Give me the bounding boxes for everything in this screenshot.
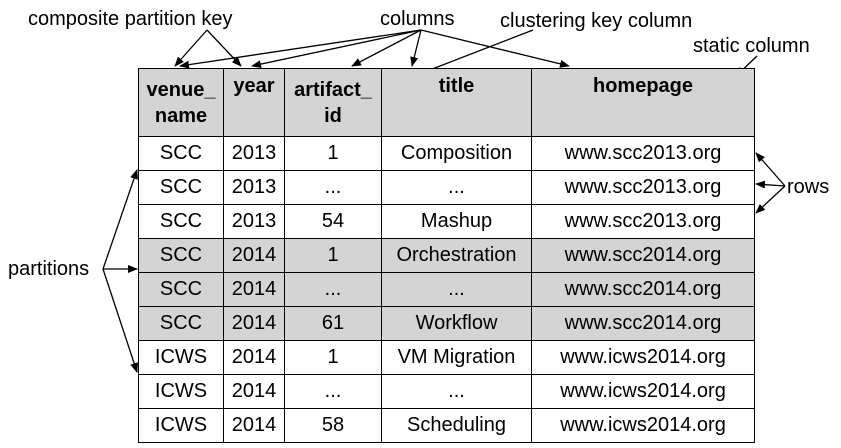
header-homepage: homepage [531, 68, 755, 137]
cell-year: 2014 [223, 238, 285, 273]
header-title: title [381, 68, 532, 137]
header-title-text: title [438, 75, 475, 97]
header-venue-name: venue_name [138, 68, 224, 137]
arrow-columns-year [251, 29, 422, 69]
cell-artifact-id: ... [284, 170, 382, 205]
table-row: SCC 2013 ... ... www.scc2013.org [138, 170, 755, 205]
header-artifact-id-line2: id [324, 104, 342, 127]
arrow-columns-homepage [420, 29, 570, 68]
cell-homepage: www.icws2014.org [531, 374, 755, 409]
cell-homepage: www.scc2013.org [531, 170, 755, 205]
cell-year: 2014 [223, 272, 285, 307]
cell-homepage: www.scc2014.org [531, 272, 755, 307]
partitions-label: partitions [8, 258, 90, 280]
header-artifact-id: artifact_id [284, 68, 382, 137]
cell-artifact-id: 54 [284, 204, 382, 239]
arrow-columns-venue [179, 29, 422, 69]
arrow-columns-artifact [351, 29, 422, 67]
table-row: SCC 2014 ... ... www.scc2014.org [138, 272, 755, 307]
table-row: ICWS 2014 58 Scheduling www.icws2014.org [138, 408, 755, 443]
cell-homepage: www.scc2013.org [531, 204, 755, 239]
arrow-partition-key-year [206, 29, 242, 67]
header-year-text: year [233, 75, 275, 97]
cell-artifact-id: 1 [284, 238, 382, 273]
cell-homepage: www.scc2013.org [531, 136, 755, 171]
cell-title: ... [381, 272, 532, 307]
header-row: venue_name year artifact_id title homepa… [138, 68, 755, 137]
cassandra-table: venue_name year artifact_id title homepa… [138, 68, 755, 443]
cell-artifact-id: 58 [284, 408, 382, 443]
cell-homepage: www.scc2014.org [531, 238, 755, 273]
table-row: ICWS 2014 1 VM Migration www.icws2014.or… [138, 340, 755, 375]
cell-venue-name: SCC [138, 238, 224, 273]
cell-homepage: www.icws2014.org [531, 408, 755, 443]
cell-year: 2013 [223, 204, 285, 239]
header-homepage-text: homepage [592, 75, 694, 97]
cell-year: 2014 [223, 408, 285, 443]
cell-year: 2014 [223, 374, 285, 409]
arrow-rows-3 [755, 185, 786, 214]
header-artifact-id-line1: artifact_ [294, 78, 372, 101]
cell-title: Orchestration [381, 238, 532, 273]
columns-label: columns [380, 8, 455, 30]
cell-title: Composition [381, 136, 532, 171]
table-row: SCC 2013 54 Mashup www.scc2013.org [138, 204, 755, 239]
cell-title: Workflow [381, 306, 532, 341]
cell-venue-name: ICWS [138, 408, 224, 443]
cell-year: 2014 [223, 340, 285, 375]
cell-year: 2014 [223, 306, 285, 341]
cell-title: ... [381, 170, 532, 205]
cell-year: 2013 [223, 136, 285, 171]
cell-title: ... [381, 374, 532, 409]
cell-artifact-id: ... [284, 272, 382, 307]
cell-homepage: www.scc2014.org [531, 306, 755, 341]
cell-venue-name: ICWS [138, 340, 224, 375]
header-year: year [223, 68, 285, 137]
header-venue-name-line2: name [154, 104, 208, 127]
cell-venue-name: SCC [138, 170, 224, 205]
header-venue-name-line1: venue_ [146, 78, 216, 101]
table-row: SCC 2013 1 Composition www.scc2013.org [138, 136, 755, 171]
cell-artifact-id: ... [284, 374, 382, 409]
static-column-label: static column [693, 35, 810, 57]
table-row: SCC 2014 61 Workflow www.scc2014.org [138, 306, 755, 341]
cell-year: 2013 [223, 170, 285, 205]
arrow-columns-title [410, 29, 422, 67]
arrow-rows-2 [755, 180, 786, 189]
cell-venue-name: SCC [138, 204, 224, 239]
cell-artifact-id: 61 [284, 306, 382, 341]
clustering-key-column-label: clustering key column [500, 10, 693, 32]
cell-title: Mashup [381, 204, 532, 239]
cell-title: Scheduling [381, 408, 532, 443]
composite-partition-key-label: composite partition key [28, 8, 233, 30]
cell-homepage: www.icws2014.org [531, 340, 755, 375]
rows-label: rows [787, 176, 830, 198]
cell-venue-name: SCC [138, 306, 224, 341]
arrow-partition-key-venue [174, 29, 208, 67]
cell-artifact-id: 1 [284, 136, 382, 171]
cell-venue-name: SCC [138, 272, 224, 307]
cell-title: VM Migration [381, 340, 532, 375]
cell-venue-name: SCC [138, 136, 224, 171]
table-row: ICWS 2014 ... ... www.icws2014.org [138, 374, 755, 409]
arrow-partitions-bottom [102, 268, 138, 373]
arrow-rows-1 [755, 152, 786, 187]
arrow-partitions-top [102, 169, 138, 270]
cell-artifact-id: 1 [284, 340, 382, 375]
table-row: SCC 2014 1 Orchestration www.scc2014.org [138, 238, 755, 273]
cell-venue-name: ICWS [138, 374, 224, 409]
